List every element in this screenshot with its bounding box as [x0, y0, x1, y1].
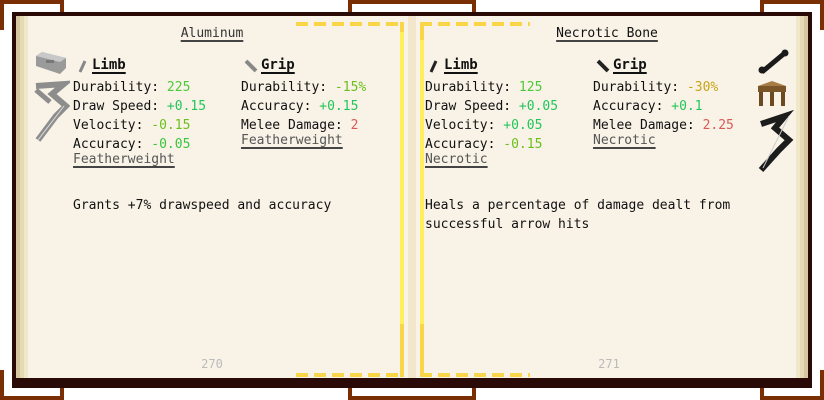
bottom-center-ornament	[348, 380, 476, 400]
part-builder-table-icon	[758, 81, 786, 106]
limb-stat: Durability: 125	[425, 80, 543, 95]
grip-trait-link[interactable]: Featherweight	[241, 133, 343, 148]
grip-stat: Accuracy: +0.1	[593, 99, 703, 114]
limb-part-icon	[78, 60, 87, 73]
grip-heading: Grip	[613, 57, 647, 73]
aluminum-crossbow-icon	[34, 80, 70, 142]
left-page	[16, 16, 408, 378]
right-page-frame	[420, 22, 424, 377]
trait-description: Grants +7% drawspeed and accuracy	[73, 198, 332, 213]
aluminum-ingot-icon	[36, 52, 66, 74]
grip-part-icon	[596, 59, 610, 73]
grip-heading: Grip	[261, 57, 295, 73]
limb-stat: Velocity: +0.05	[425, 118, 543, 133]
right-page-frame-top	[420, 22, 530, 26]
limb-stat: Velocity: -0.15	[73, 118, 191, 133]
grip-part-icon	[244, 59, 258, 73]
left-page-frame-bottom	[296, 373, 402, 377]
material-title: Aluminum	[180, 26, 244, 41]
material-title: Necrotic Bone	[556, 26, 658, 41]
limb-trait-link[interactable]: Necrotic	[425, 152, 488, 167]
limb-heading: Limb	[92, 57, 126, 73]
limb-stat: Draw Speed: +0.15	[73, 99, 207, 114]
limb-part-icon	[429, 60, 438, 73]
book-gutter	[408, 16, 416, 378]
grip-stat: Durability: -15%	[241, 80, 367, 95]
book	[12, 12, 812, 388]
right-page	[416, 16, 808, 378]
grip-stat: Durability: -30%	[593, 80, 719, 95]
left-page-frame-top	[296, 22, 402, 26]
trait-description: Heals a percentage of damage dealt from …	[425, 198, 731, 232]
grip-stat: Melee Damage: 2	[241, 118, 359, 133]
limb-stat: Accuracy: -0.15	[425, 137, 543, 152]
grip-stat: Accuracy: +0.15	[241, 99, 359, 114]
grip-stat: Melee Damage: 2.25	[593, 118, 734, 133]
right-page-frame-bottom	[420, 373, 530, 377]
limb-stat: Accuracy: -0.05	[73, 137, 191, 152]
top-center-ornament	[348, 0, 476, 20]
bone-crossbow-icon	[758, 110, 794, 173]
left-page-frame	[400, 22, 404, 377]
grip-trait-link[interactable]: Necrotic	[593, 133, 656, 148]
limb-trait-link[interactable]: Featherweight	[73, 152, 175, 167]
page-number: 270	[201, 357, 223, 371]
limb-stat: Draw Speed: +0.05	[425, 99, 559, 114]
necrotic-bone-icon	[758, 49, 789, 74]
limb-stat: Durability: 225	[73, 80, 191, 95]
limb-heading: Limb	[444, 57, 478, 73]
page-number: 271	[598, 357, 620, 371]
